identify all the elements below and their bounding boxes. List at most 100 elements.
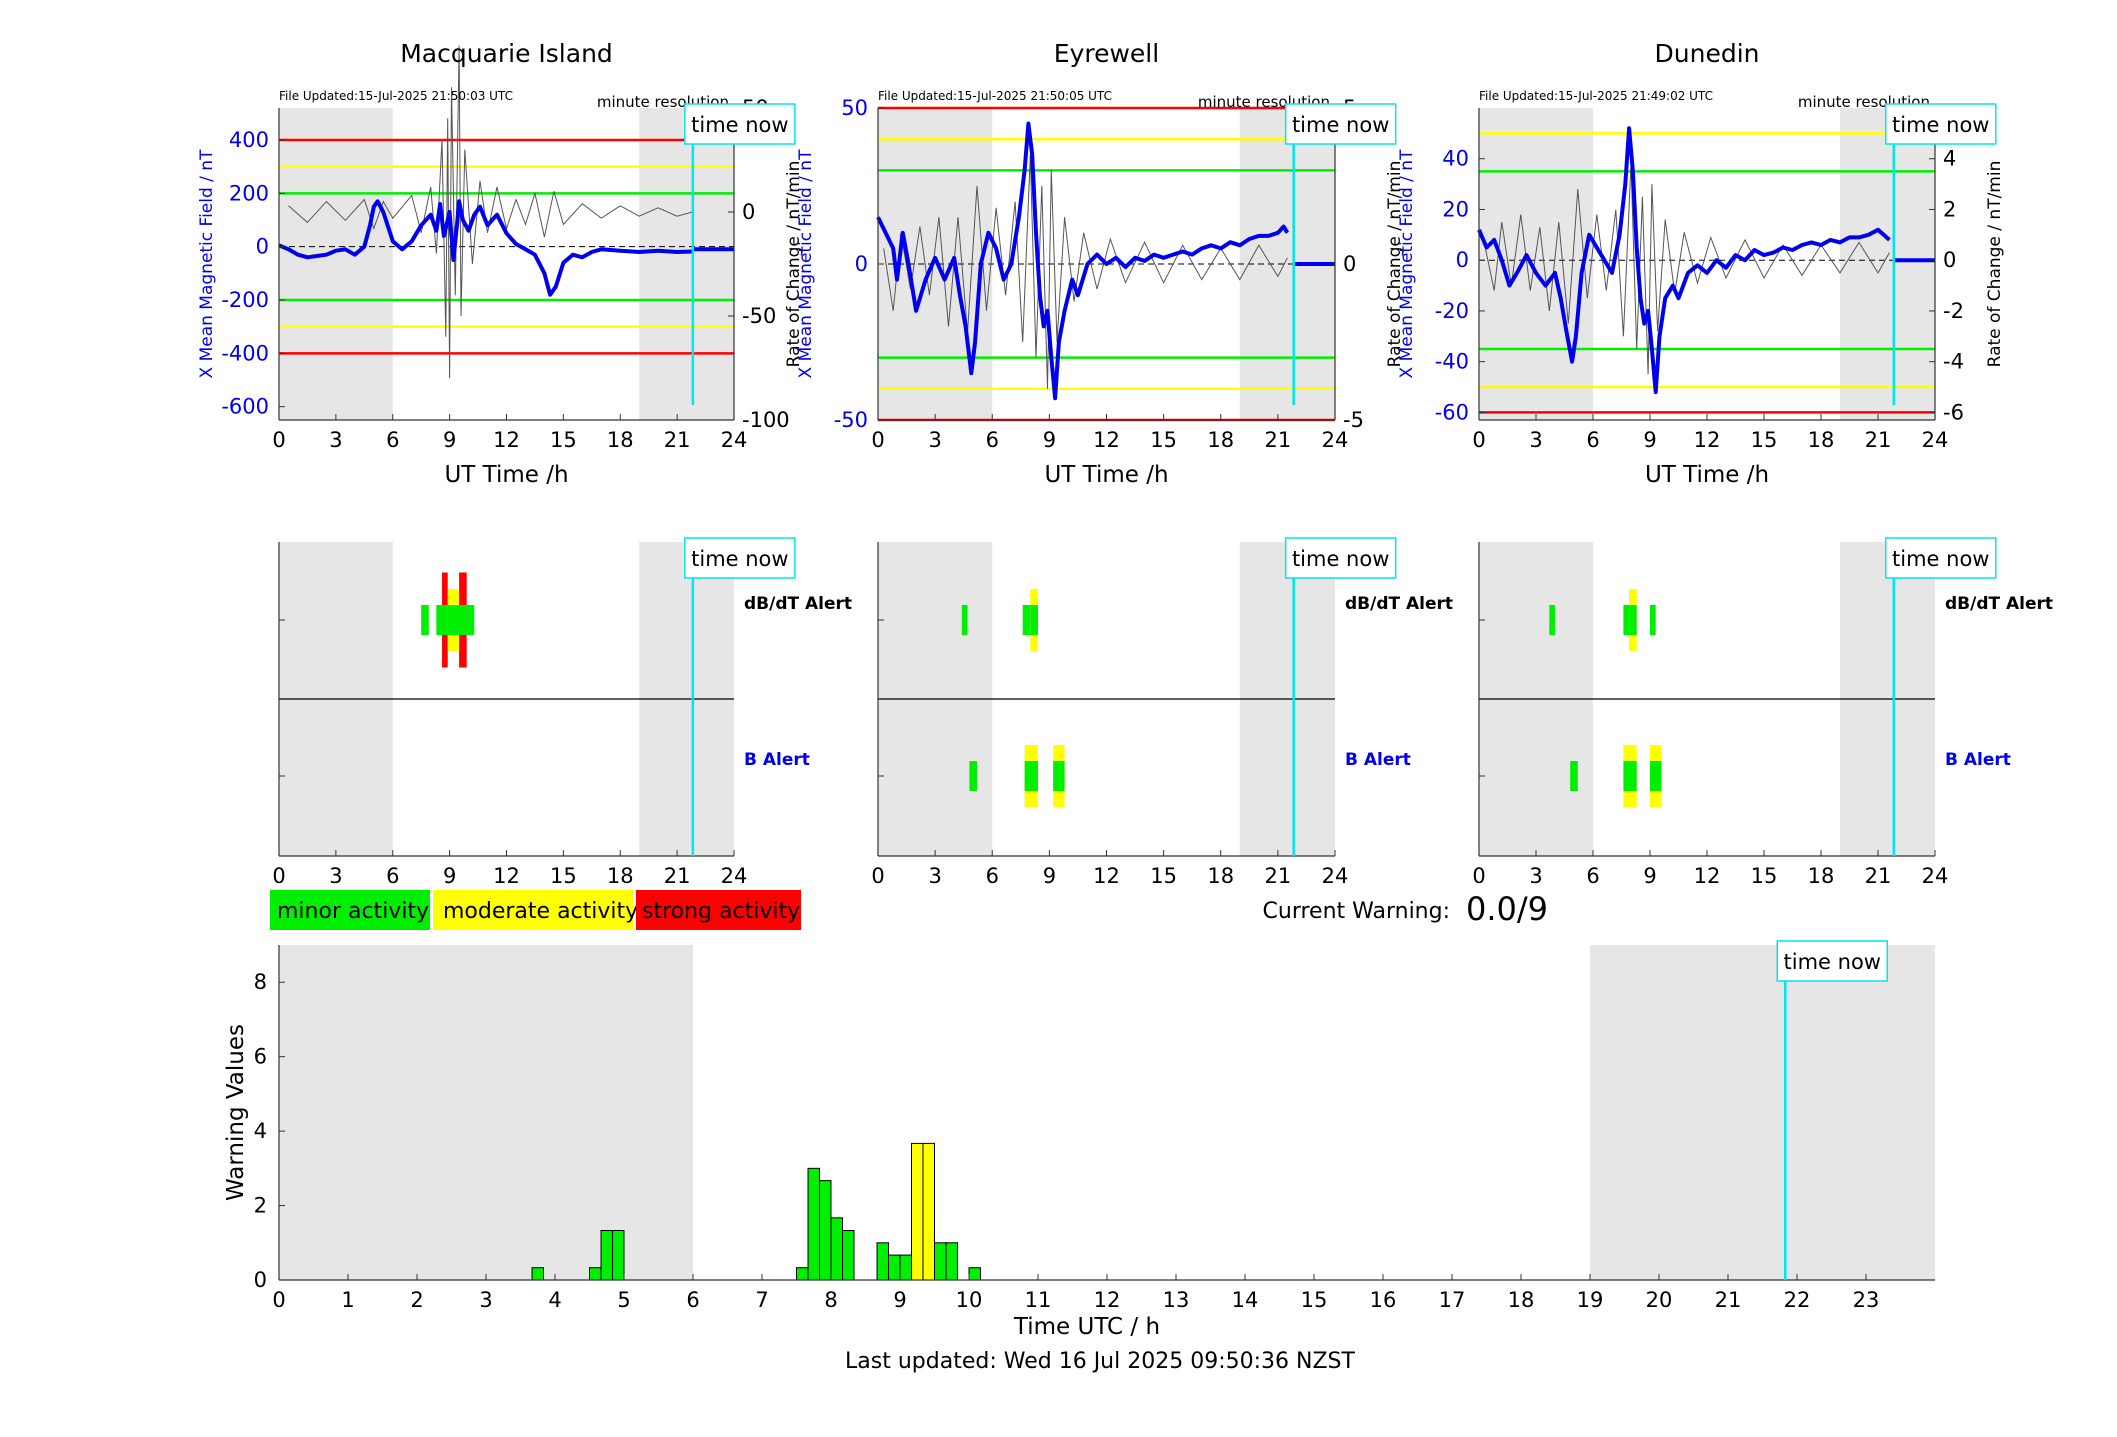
alert-macquarie-island-dbdt-alert-core-2: [442, 605, 448, 635]
top-dunedin-ytick-left-label-5: 40: [1442, 147, 1469, 171]
top-macquarie-island-xtick-label-4: 12: [493, 428, 520, 452]
top-eyrewell-xtick-label-7: 21: [1265, 428, 1292, 452]
warning-xtick-label-13: 13: [1163, 1288, 1190, 1312]
alert-macquarie-island-xtick-label-8: 24: [721, 864, 748, 888]
alert-macquarie-island-xtick-label-3: 9: [443, 864, 456, 888]
alert-macquarie-island-xtick-label-2: 6: [386, 864, 399, 888]
alert-eyrewell-panel: 0 3 6 9 12 15 18 21 24 dB/dT Alert B Alert time now: [871, 537, 1453, 888]
warning-bar-4: [796, 1267, 809, 1281]
warning-xtick-label-2: 2: [410, 1288, 423, 1312]
top-eyrewell-xtick-label-0: 0: [871, 428, 884, 452]
legend-moderate-label: moderate activity: [443, 899, 638, 924]
top-macquarie-island-ytick-left-label-5: 400: [229, 128, 269, 152]
top-dunedin-ylabel-left: X Mean Magnetic Field / nT: [1397, 149, 1417, 379]
top-dunedin-ytick-left-label-3: 0: [1456, 248, 1469, 272]
top-macquarie-island-ytick-right-label-2: 0: [742, 200, 755, 224]
warning-xtick-label-7: 7: [755, 1288, 768, 1312]
top-eyrewell-rate-series: [883, 154, 1288, 389]
warning-bar-3: [611, 1229, 625, 1281]
top-eyrewell-field-series: [876, 121, 1290, 401]
alert-dunedin-dbdt-alert-3: [1650, 605, 1656, 635]
top-macquarie-island-rate-series: [288, 45, 693, 379]
warning-xtick-label-6: 6: [686, 1288, 699, 1312]
top-dunedin-ytick-left-label-0: -60: [1435, 400, 1469, 424]
alert-macquarie-island-xtick-label-0: 0: [272, 864, 285, 888]
warning-xtick-label-4: 4: [548, 1288, 561, 1312]
warning-night-shade-0: [279, 945, 693, 1280]
warning-xtick-label-18: 18: [1508, 1288, 1535, 1312]
legend-minor-label: minor activity: [277, 899, 429, 924]
top-macquarie-island-time-now-box: [684, 103, 796, 145]
last-updated-text: Last updated: Wed 16 Jul 2025 09:50:36 N…: [845, 1349, 1355, 1374]
warning-xtick-label-8: 8: [824, 1288, 837, 1312]
alert-eyrewell-time-now-label: time now: [1292, 547, 1389, 571]
panels-layer: -600-400-2000200400-100-5005003691215182…: [197, 39, 2053, 1340]
alert-dunedin-panel: 0 3 6 9 12 15 18 21 24 dB/dT Alert B Alert time now: [1472, 537, 2053, 888]
alert-eyrewell-time-now-box: [1284, 537, 1397, 579]
top-dunedin-ytick-right-label-0: -6: [1943, 400, 1964, 424]
alert-macquarie-island-dbdt-alert-5: [466, 605, 475, 635]
top-macquarie-island-xtick-label-5: 15: [550, 428, 577, 452]
alert-macquarie-island-xtick-label-5: 15: [550, 864, 577, 888]
alert-dunedin-dbdt-alert-core-2: [1629, 605, 1637, 635]
warning-xtick-label-1: 1: [341, 1288, 354, 1312]
top-dunedin-night-shade-0: [1479, 108, 1593, 420]
alert-macquarie-island-dbdt-label: dB/dT Alert: [744, 594, 852, 614]
top-dunedin-time-now-label: time now: [1892, 113, 1989, 137]
warning-ytick-label-0: 0: [254, 1268, 267, 1292]
warning-xtick-label-12: 12: [1094, 1288, 1121, 1312]
warning-xtick-label-5: 5: [617, 1288, 630, 1312]
warning-time-now-box: [1776, 940, 1889, 982]
alert-dunedin-time-now-box: [1885, 537, 1997, 579]
top-macquarie-island-night-shade-0: [279, 108, 393, 420]
top-dunedin-title: Dunedin: [1655, 39, 1760, 68]
top-macquarie-island-time-now-label: time now: [691, 113, 788, 137]
alert-dunedin-xtick-label-0: 0: [1472, 864, 1485, 888]
top-dunedin-time-now-box: [1885, 103, 1997, 145]
alert-macquarie-island-time-now-box: [684, 537, 796, 579]
top-macquarie-island-ylabel-right: Rate of Change / nT/min: [784, 161, 804, 368]
warning-bar-6: [818, 1180, 832, 1281]
top-dunedin-xtick-label-7: 21: [1865, 428, 1892, 452]
alert-dunedin-xtick-label-2: 6: [1586, 864, 1599, 888]
top-eyrewell-time-now-label: time now: [1292, 113, 1389, 137]
top-macquarie-island-field-series: [278, 199, 693, 297]
alert-dunedin-xtick-label-6: 18: [1808, 864, 1835, 888]
top-dunedin-xtick-label-1: 3: [1529, 428, 1542, 452]
warning-bar-0: [531, 1267, 545, 1281]
top-eyrewell-ylabel-left: X Mean Magnetic Field / nT: [796, 149, 816, 379]
top-dunedin-ytick-left-label-4: 20: [1442, 197, 1469, 221]
alert-eyrewell-xtick-label-7: 21: [1265, 864, 1292, 888]
alert-macquarie-island-dbdt-alert-1: [436, 605, 443, 635]
current-warning-value: 0.0/9: [1466, 890, 1548, 928]
alert-dunedin-dbdt-label: dB/dT Alert: [1945, 594, 2053, 614]
top-eyrewell-xtick-label-1: 3: [928, 428, 941, 452]
top-dunedin-ytick-left-label-2: -20: [1435, 299, 1469, 323]
top-eyrewell-xtick-label-3: 9: [1043, 428, 1056, 452]
top-eyrewell-xtick-label-5: 15: [1150, 428, 1177, 452]
warning-bar-15: [945, 1242, 959, 1281]
warning-bar-5: [807, 1167, 821, 1281]
warning-xlabel: Time UTC / h: [1013, 1314, 1160, 1340]
top-macquarie-island-xtick-label-8: 24: [721, 428, 748, 452]
warning-bar-10: [887, 1254, 901, 1281]
warning-ytick-label-1: 2: [254, 1194, 267, 1218]
alert-eyrewell-xtick-label-4: 12: [1093, 864, 1120, 888]
top-dunedin-xtick-label-8: 24: [1922, 428, 1949, 452]
top-macquarie-island-xtick-label-3: 9: [443, 428, 456, 452]
top-macquarie-island-xtick-label-6: 18: [607, 428, 634, 452]
alert-macquarie-island-panel: 0 3 6 9 12 15 18 21 24 dB/dT Alert B Alert time now: [272, 537, 852, 888]
top-dunedin-xtick-label-3: 9: [1643, 428, 1656, 452]
alert-macquarie-island-dbdt-alert-core-3: [447, 605, 460, 635]
alert-eyrewell-b-alert-core-1: [1024, 761, 1038, 791]
warning-xtick-label-14: 14: [1232, 1288, 1259, 1312]
top-dunedin-xtick-label-2: 6: [1586, 428, 1599, 452]
top-dunedin-rate-series: [1484, 163, 1890, 375]
alert-eyrewell-xtick-label-1: 3: [928, 864, 941, 888]
warning-bar-8: [842, 1229, 855, 1281]
top-dunedin-xtick-label-4: 12: [1694, 428, 1721, 452]
warning-xtick-label-20: 20: [1646, 1288, 1673, 1312]
alert-macquarie-island-xtick-label-4: 12: [493, 864, 520, 888]
